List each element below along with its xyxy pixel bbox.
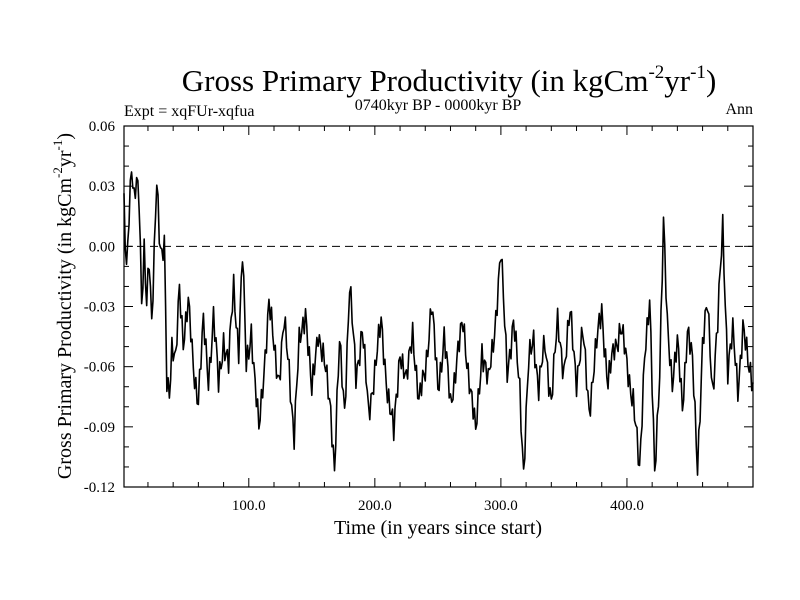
x-tick-label: 400.0 xyxy=(610,498,644,514)
y-tick-label: 0.06 xyxy=(89,119,116,135)
tick-labels: -0.12 -0.09 -0.06 -0.03 0.00 0.03 0.06 100.0 200… xyxy=(84,119,644,514)
time-range-label: 0740kyr BP - 0000kyr BP xyxy=(355,97,522,114)
experiment-label: Expt = xqFUr-xqfua xyxy=(124,103,254,120)
gpp-series-line xyxy=(123,171,754,476)
y-tick-label: -0.06 xyxy=(84,360,116,376)
chart-title: Gross Primary Productivity (in kgCm-2yr-… xyxy=(182,62,717,98)
plot-frame xyxy=(123,125,754,488)
y-tick-label: -0.12 xyxy=(84,480,115,496)
x-tick-label: 100.0 xyxy=(232,498,266,514)
x-tick-label: 300.0 xyxy=(484,498,518,514)
y-tick-label: 0.03 xyxy=(89,179,115,195)
y-axis-label: Gross Primary Productivity (in kgCm-2yr-… xyxy=(50,133,76,479)
x-tick-label: 200.0 xyxy=(358,498,392,514)
season-label: Ann xyxy=(725,101,753,118)
y-tick-label: 0.00 xyxy=(89,239,115,255)
x-axis-label: Time (in years since start) xyxy=(334,517,542,539)
y-tick-label: -0.09 xyxy=(84,420,115,436)
axis-ticks xyxy=(124,125,753,488)
y-tick-label: -0.03 xyxy=(84,300,115,316)
